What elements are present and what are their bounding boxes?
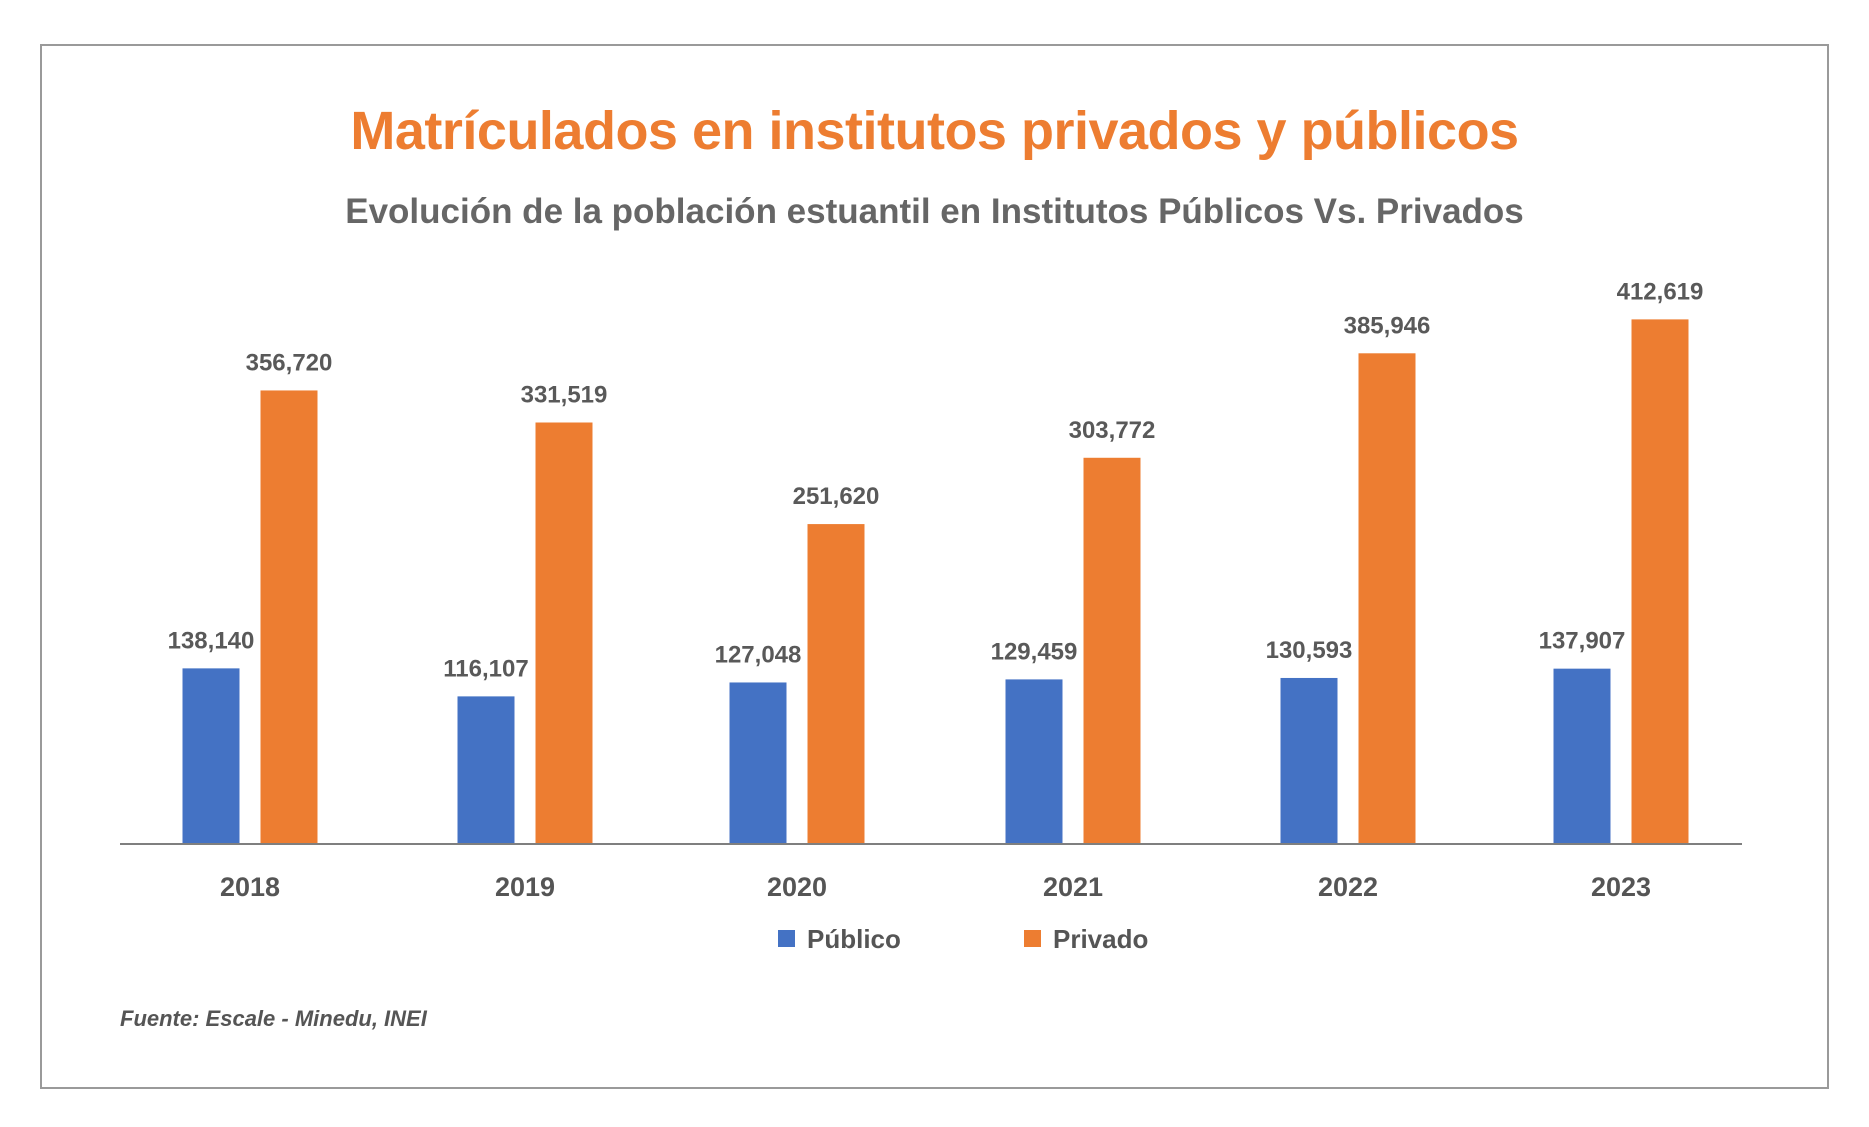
data-label-publico-2018: 138,140 — [168, 627, 255, 654]
bar-publico-2021 — [1005, 679, 1063, 844]
legend-label-privado: Privado — [1053, 924, 1149, 954]
data-label-publico-2019: 116,107 — [443, 655, 528, 682]
x-tick-label-2023: 2023 — [1591, 872, 1651, 902]
data-label-privado-2023: 412,619 — [1617, 278, 1704, 305]
data-label-publico-2020: 127,048 — [715, 641, 802, 668]
x-tick-label-2018: 2018 — [220, 872, 280, 902]
bar-publico-2019 — [457, 696, 515, 844]
legend-label-publico: Público — [807, 924, 901, 954]
data-label-publico-2023: 137,907 — [1539, 628, 1626, 655]
data-label-privado-2018: 356,720 — [246, 349, 333, 376]
bar-publico-2023 — [1553, 668, 1611, 844]
legend-item-privado: Privado — [1024, 924, 1148, 955]
legend-swatch-privado — [1024, 929, 1041, 947]
data-label-publico-2021: 129,459 — [991, 638, 1078, 665]
legend-swatch-publico — [778, 929, 795, 947]
bar-privado-2020 — [807, 524, 865, 844]
x-tick-label-2019: 2019 — [495, 872, 555, 902]
bar-publico-2022 — [1280, 677, 1338, 844]
data-label-privado-2019: 331,519 — [521, 381, 608, 408]
data-label-publico-2022: 130,593 — [1266, 637, 1353, 664]
data-label-privado-2021: 303,772 — [1069, 417, 1156, 444]
bar-privado-2018 — [260, 390, 318, 844]
bar-privado-2023 — [1631, 319, 1689, 844]
source-note: Fuente: Escale - Minedu, INEI — [120, 1006, 427, 1031]
x-tick-label-2020: 2020 — [767, 872, 827, 902]
chart-subtitle: Evolución de la población estuantil en I… — [345, 192, 1524, 231]
bar-publico-2020 — [729, 682, 787, 844]
chart-title: Matrículados en institutos privados y pú… — [350, 101, 1519, 161]
x-tick-label-2021: 2021 — [1043, 872, 1103, 902]
data-label-privado-2022: 385,946 — [1344, 312, 1431, 339]
data-label-privado-2020: 251,620 — [793, 483, 880, 510]
x-tick-label-2022: 2022 — [1318, 872, 1378, 902]
legend-item-publico: Público — [778, 924, 901, 955]
bar-publico-2018 — [182, 668, 240, 844]
bar-privado-2021 — [1083, 457, 1141, 844]
bar-privado-2019 — [535, 422, 593, 844]
chart-frame — [40, 44, 1829, 1089]
bar-privado-2022 — [1358, 353, 1416, 844]
